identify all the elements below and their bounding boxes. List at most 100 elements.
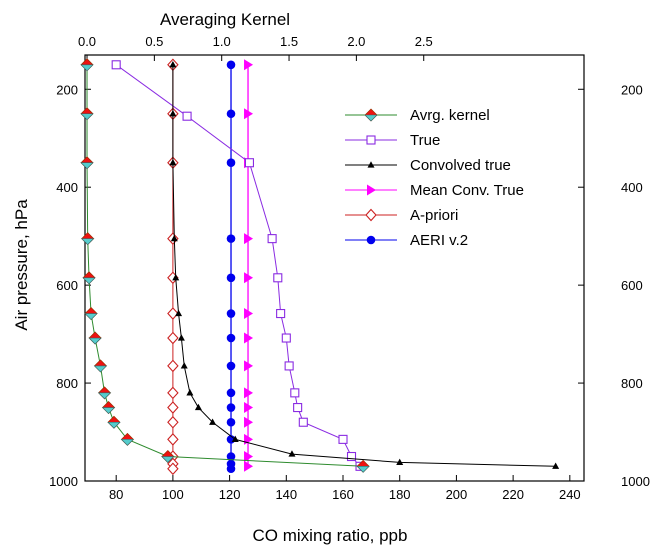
data-point xyxy=(186,389,194,396)
data-point xyxy=(226,452,236,461)
data-point xyxy=(88,331,102,345)
x-tick-label: 100 xyxy=(162,487,184,502)
legend-label: A-priori xyxy=(410,207,458,224)
legend-item: Convolved true xyxy=(345,157,511,174)
data-point xyxy=(231,435,239,442)
y-tick-label: 600 xyxy=(56,278,78,293)
data-point xyxy=(175,309,183,317)
data-point xyxy=(226,309,236,318)
y2-tick-label: 200 xyxy=(621,82,643,97)
data-point xyxy=(82,271,96,285)
legend-marker xyxy=(365,208,377,222)
y2-tick-label: 1000 xyxy=(621,474,650,489)
data-point xyxy=(293,403,303,413)
y-tick-label: 800 xyxy=(56,376,78,391)
data-point xyxy=(244,332,254,344)
series-layer xyxy=(80,58,560,476)
data-point xyxy=(177,334,185,341)
data-point xyxy=(226,234,236,243)
data-point xyxy=(552,462,560,469)
data-point xyxy=(167,462,179,476)
data-point xyxy=(298,417,308,427)
data-point xyxy=(290,388,300,398)
legend: Avrg. kernel True Convolved true Mean Conv.… xyxy=(345,107,524,249)
legend-item: True xyxy=(345,132,440,149)
legend-item: AERI v.2 xyxy=(345,232,468,249)
data-point xyxy=(226,158,236,168)
data-point xyxy=(97,386,112,400)
legend-marker xyxy=(367,184,376,196)
top-tick-label: 2.0 xyxy=(347,34,365,49)
plot-frame xyxy=(84,54,585,482)
y2-tick-label: 600 xyxy=(621,278,643,293)
data-point xyxy=(284,361,294,371)
data-point xyxy=(209,418,217,425)
data-point xyxy=(244,108,254,120)
x-tick-label: 180 xyxy=(389,487,411,502)
data-point xyxy=(194,403,202,411)
data-point xyxy=(167,307,179,320)
data-point xyxy=(281,333,291,343)
data-point xyxy=(182,111,192,121)
data-point xyxy=(244,158,254,168)
data-point xyxy=(244,387,254,399)
legend-marker xyxy=(366,235,376,245)
data-point xyxy=(276,308,286,319)
series-mean-conv-true xyxy=(244,59,254,472)
top-tick-label: 2.5 xyxy=(415,34,433,49)
data-point xyxy=(226,333,236,343)
data-point xyxy=(273,273,283,283)
legend-item: A-priori xyxy=(345,207,458,224)
top-tick-label: 0.5 xyxy=(145,34,163,49)
series-line xyxy=(86,64,364,467)
data-point xyxy=(172,273,180,281)
data-point xyxy=(226,417,236,427)
legend-label: True xyxy=(410,132,440,149)
data-point xyxy=(267,234,277,244)
data-point xyxy=(169,109,177,117)
series-line xyxy=(115,64,361,467)
data-point xyxy=(80,156,94,170)
data-point xyxy=(167,386,179,400)
data-point xyxy=(244,308,254,320)
legend-label: Avrg. kernel xyxy=(410,107,490,124)
data-point xyxy=(346,451,357,462)
data-point xyxy=(226,361,236,371)
data-point xyxy=(244,402,254,414)
data-point xyxy=(167,331,179,345)
legend-marker xyxy=(366,135,376,145)
data-point xyxy=(288,450,296,457)
x-tick-label: 200 xyxy=(446,487,468,502)
top-tick-label: 1.0 xyxy=(213,34,231,49)
data-point xyxy=(167,433,179,446)
y-tick-label: 1000 xyxy=(49,474,78,489)
x-tick-label: 220 xyxy=(502,487,524,502)
data-point xyxy=(226,388,236,398)
y-tick-label: 400 xyxy=(56,180,78,195)
series-aeri-v-2 xyxy=(226,60,236,474)
data-point xyxy=(167,415,179,429)
x-tick-label: 140 xyxy=(275,487,297,502)
data-point xyxy=(120,432,135,446)
series-convolved-true xyxy=(169,60,560,469)
legend-item: Avrg. kernel xyxy=(345,107,490,124)
data-point xyxy=(169,60,177,68)
data-point xyxy=(226,273,236,283)
series-avrg-kernel xyxy=(80,58,370,473)
legend-label: Mean Conv. True xyxy=(410,182,524,199)
data-point xyxy=(226,403,236,412)
data-point xyxy=(226,109,236,119)
data-point xyxy=(93,359,108,373)
y2-tick-label: 400 xyxy=(621,180,643,195)
x-tick-label: 160 xyxy=(332,487,354,502)
top-tick-label: 0.0 xyxy=(78,34,96,49)
data-point xyxy=(244,272,254,284)
data-point xyxy=(226,464,236,474)
legend-marker xyxy=(364,108,378,122)
legend-label: AERI v.2 xyxy=(410,232,468,249)
top-axis-title: Averaging Kernel xyxy=(160,10,290,29)
series-true xyxy=(111,60,365,471)
data-point xyxy=(244,416,254,428)
data-point xyxy=(226,60,236,70)
